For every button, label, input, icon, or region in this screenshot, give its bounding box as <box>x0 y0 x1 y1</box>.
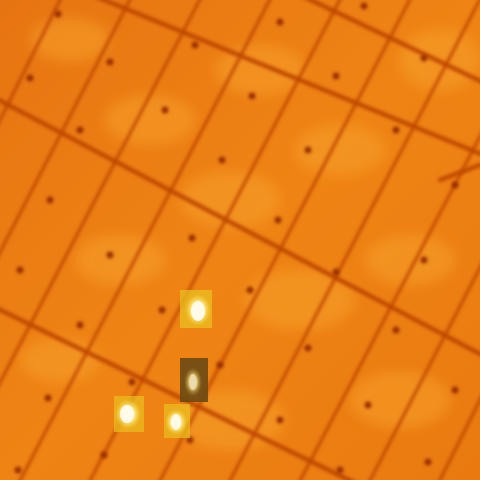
hotspot-marker-3 <box>114 396 144 432</box>
cell-shading <box>20 18 480 450</box>
hotspot-marker-2 <box>180 358 208 402</box>
hotspot-marker-1 <box>180 290 212 328</box>
junction-dots <box>14 2 459 474</box>
hotspot-marker-4 <box>164 404 190 438</box>
